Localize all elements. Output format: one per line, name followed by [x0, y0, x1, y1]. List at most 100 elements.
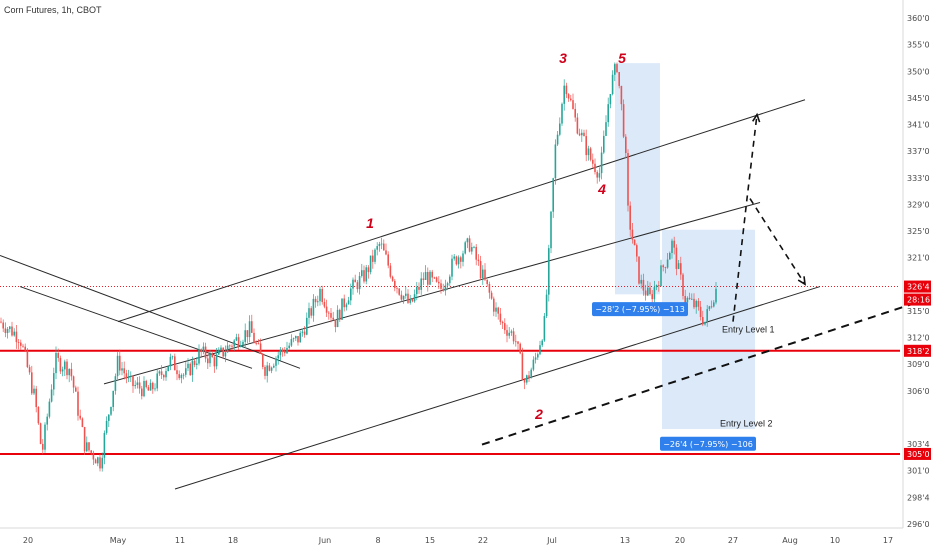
- candle-body-303: [666, 259, 669, 268]
- candle-body-174: [383, 243, 385, 251]
- candle-body-112: [246, 330, 249, 338]
- candle-body-221: [486, 279, 488, 285]
- projection-arrow-down: [749, 198, 806, 285]
- candle-body-25: [55, 353, 57, 374]
- candle-body-5: [11, 326, 13, 336]
- candle-body-160: [352, 279, 354, 289]
- candle-body-81: [178, 374, 180, 379]
- candle-body-325: [715, 288, 717, 303]
- candle-body-139: [306, 317, 308, 335]
- candle-body-307: [675, 247, 678, 269]
- candle-body-207: [455, 256, 458, 265]
- candle-body-218: [479, 261, 482, 279]
- candle-body-223: [490, 292, 493, 299]
- candle-body-26: [57, 353, 59, 358]
- price-tag-level-text-1: 318'2: [907, 347, 930, 356]
- candle-body-274: [603, 135, 605, 153]
- x-tick-label: 27: [728, 536, 738, 545]
- candle-body-282: [620, 85, 623, 105]
- candle-body-80: [176, 370, 178, 375]
- candle-body-202: [444, 285, 447, 291]
- candle-body-149: [328, 312, 330, 314]
- candle-body-234: [515, 341, 517, 343]
- candle-body-271: [596, 172, 598, 178]
- candle-body-189: [416, 286, 418, 295]
- chart-title: Corn Futures, 1h, CBOT: [4, 5, 102, 15]
- candle-body-237: [521, 353, 524, 381]
- candle-body-34: [75, 387, 77, 392]
- x-tick-label: 11: [175, 536, 185, 545]
- candle-body-243: [534, 357, 537, 360]
- candle-body-114: [251, 321, 253, 333]
- candle-body-147: [323, 302, 326, 307]
- candle-body-172: [378, 243, 381, 247]
- candle-body-253: [556, 134, 559, 145]
- candle-body-224: [493, 298, 495, 312]
- candle-body-84: [185, 368, 187, 375]
- candle-body-321: [706, 309, 708, 322]
- candle-body-135: [297, 336, 299, 343]
- candle-body-252: [554, 144, 557, 179]
- candle-body-216: [475, 246, 477, 260]
- candle-body-70: [154, 388, 156, 390]
- y-tick-label: 345'0: [907, 94, 930, 103]
- candle-body-233: [512, 331, 515, 342]
- candle-body-310: [682, 274, 684, 296]
- candle-body-134: [295, 336, 297, 339]
- candle-body-145: [319, 288, 321, 302]
- candle-body-69: [152, 382, 154, 390]
- candle-body-120: [264, 366, 266, 376]
- candle-body-217: [477, 259, 480, 262]
- measure-badge-text-1: −28'2 (−7.95%) −113: [595, 305, 685, 314]
- candle-body-146: [321, 288, 323, 303]
- candle-body-89: [196, 363, 198, 365]
- x-tick-label: Jun: [318, 536, 332, 545]
- projection-arrow-up-head: [752, 112, 761, 123]
- candle-body-57: [125, 373, 128, 379]
- candle-body-283: [622, 104, 625, 137]
- countdown-tag: [904, 293, 931, 306]
- candle-body-113: [248, 321, 251, 338]
- candle-body-83: [182, 374, 185, 376]
- candle-body-284: [625, 136, 627, 154]
- candle-body-306: [673, 240, 675, 248]
- candle-body-168: [369, 255, 372, 273]
- candle-body-242: [532, 359, 535, 370]
- candle-body-15: [33, 388, 35, 394]
- candle-body-52: [114, 376, 117, 391]
- candle-body-268: [589, 148, 592, 160]
- measure-badge-text-2: −26'4 (−7.95%) −106: [663, 440, 753, 449]
- candle-body-200: [440, 283, 442, 289]
- y-tick-label: 360'0: [907, 14, 930, 23]
- candle-body-315: [693, 298, 695, 308]
- candle-body-78: [171, 356, 174, 358]
- candle-body-161: [354, 279, 356, 283]
- candle-body-184: [405, 293, 407, 296]
- candle-body-316: [695, 300, 697, 308]
- y-tick-label: 312'0: [907, 334, 930, 343]
- candle-body-258: [567, 94, 570, 99]
- candle-body-47: [103, 432, 106, 458]
- x-tick-label: Aug: [782, 536, 798, 545]
- candle-body-288: [633, 239, 636, 246]
- candle-body-320: [704, 321, 706, 325]
- candle-body-11: [24, 346, 26, 351]
- candle-body-285: [627, 153, 629, 206]
- candle-body-208: [457, 257, 460, 265]
- candle-body-246: [541, 340, 543, 346]
- candle-body-169: [372, 255, 374, 262]
- y-tick-label: 337'0: [907, 147, 930, 156]
- candle-body-90: [198, 349, 200, 364]
- candle-body-103: [226, 345, 229, 353]
- candle-body-249: [548, 248, 550, 295]
- candle-body-54: [119, 355, 121, 371]
- candle-body-49: [108, 414, 110, 421]
- entry-level-label-2: Entry Level 2: [720, 419, 773, 429]
- candle-body-212: [466, 238, 469, 243]
- candle-body-40: [88, 442, 90, 451]
- candle-body-292: [642, 279, 645, 291]
- candle-body-166: [365, 267, 367, 282]
- candle-body-158: [347, 300, 350, 305]
- candle-body-180: [396, 287, 398, 289]
- price-tag-level-2: [904, 447, 931, 460]
